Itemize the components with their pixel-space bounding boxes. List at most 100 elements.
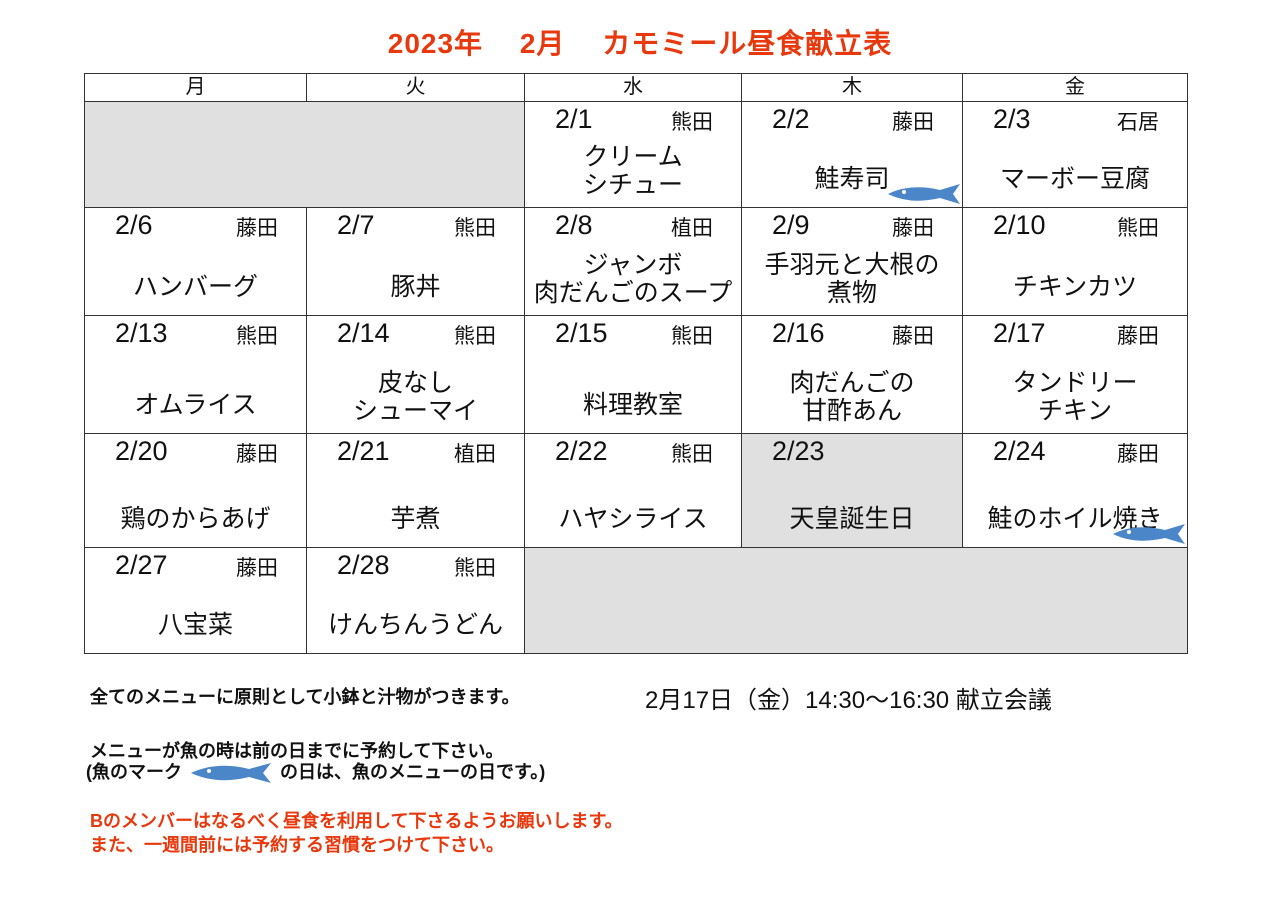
day-date: 2/9	[772, 210, 810, 240]
dish-line: 八宝菜	[157, 611, 233, 639]
dish-line: 鶏のからあげ	[120, 505, 271, 533]
cook-name: 熊田	[454, 217, 496, 240]
dish-name: チキンカツ	[963, 273, 1187, 301]
dish-name: ハヤシライス	[525, 505, 741, 533]
cook-name: 藤田	[1117, 325, 1159, 348]
empty-cell	[524, 547, 1188, 654]
dish-name: 豚丼	[307, 273, 524, 301]
note-request: Bのメンバーはなるべく昼食を利用して下さるようお願いします。	[90, 811, 623, 831]
day-date: 2/17	[993, 318, 1046, 348]
dish-name: 鮭寿司	[742, 165, 962, 193]
dish-name: タンドリー チキン	[963, 369, 1187, 425]
week-row: 2/13 熊田 オムライス 2/14 熊田 皮なし シューマイ 2/15 熊田 料理教室 2/16 藤…	[84, 315, 1188, 434]
day-date: 2/22	[555, 436, 608, 466]
cook-name: 藤田	[892, 325, 934, 348]
day-date: 2/6	[115, 210, 153, 240]
weekday-2: 水	[524, 73, 742, 102]
day-cell: 2/7 熊田 豚丼	[306, 207, 525, 316]
cook-name: 藤田	[892, 217, 934, 240]
note-fish-mark: (魚のマーク の日は、魚のメニューの日です。)	[86, 758, 545, 785]
day-cell: 2/17 藤田タンドリー チキン	[962, 315, 1188, 434]
day-cell: 2/15 熊田 料理教室	[524, 315, 742, 434]
week-row: 2/20 藤田 鶏のからあげ 2/21 植田 芋煮 2/22 熊田 ハヤシライス 2/23 天皇誕生…	[84, 433, 1188, 548]
day-cell: 2/21 植田 芋煮	[306, 433, 525, 548]
day-cell: 2/1 熊田クリーム シチュー	[524, 101, 742, 208]
dish-line: 肉だんごの	[789, 369, 915, 397]
cook-name: 藤田	[236, 557, 278, 580]
cook-name: 熊田	[236, 325, 278, 348]
day-date: 2/14	[337, 318, 390, 348]
day-date: 2/1	[555, 104, 593, 134]
cook-name: 熊田	[454, 325, 496, 348]
day-date: 2/27	[115, 550, 168, 580]
week-row: 2/1 熊田クリーム シチュー 2/2 藤田鮭寿司 2/3 石居 マーボー豆腐	[84, 101, 1188, 208]
dish-name: 芋煮	[307, 505, 524, 533]
page-title: 2023年 2月 カモミール昼食献立表	[0, 22, 1280, 62]
cook-name: 植田	[671, 217, 713, 240]
day-cell: 2/23 天皇誕生日	[741, 433, 963, 548]
cook-name: 藤田	[892, 111, 934, 134]
cook-name: 熊田	[671, 111, 713, 134]
dish-line: 手羽元と大根の	[764, 251, 940, 279]
empty-cell	[84, 101, 525, 208]
cook-name: 藤田	[236, 217, 278, 240]
day-cell: 2/10 熊田 チキンカツ	[962, 207, 1188, 316]
day-date: 2/8	[555, 210, 593, 240]
dish-line: 煮物	[826, 279, 877, 307]
note-fish-reservation: メニューが魚の時は前の日までに予約して下さい。	[90, 741, 504, 761]
note-habit: また、一週間前には予約する習慣をつけて下さい。	[90, 835, 504, 855]
dish-name: ジャンボ 肉だんごのスープ	[525, 251, 741, 307]
title-month: 2月	[519, 28, 566, 59]
dish-line: シチュー	[582, 171, 683, 199]
dish-name: クリーム シチュー	[525, 143, 741, 199]
day-date: 2/15	[555, 318, 608, 348]
day-date: 2/3	[993, 104, 1031, 134]
dish-line: ハヤシライス	[558, 505, 708, 533]
day-cell: 2/27 藤田八宝菜	[84, 547, 307, 654]
dish-line: 芋煮	[390, 505, 441, 533]
dish-line: 料理教室	[582, 391, 683, 419]
menu-calendar: 月火水木金 2/1 熊田 クリーム シチュー 2/2 藤田 鮭寿司 2/3 石居 マーボー豆腐 2/…	[84, 73, 1188, 654]
week-row: 2/27 藤田 八宝菜 2/28 熊田 けんちんうどん	[84, 547, 1188, 654]
dish-line: 甘酢あん	[801, 397, 902, 425]
day-date: 2/23	[772, 436, 825, 466]
cook-name: 植田	[454, 443, 496, 466]
weekday-3: 木	[741, 73, 963, 102]
day-date: 2/16	[772, 318, 825, 348]
note-side-dishes: 全てのメニューに原則として小鉢と汁物がつきます。	[90, 687, 520, 707]
weekday-header: 月火水木金	[84, 73, 1188, 102]
dish-line: チキンカツ	[1012, 273, 1138, 301]
dish-name: 八宝菜	[85, 611, 306, 639]
day-date: 2/24	[993, 436, 1046, 466]
dish-line: 豚丼	[390, 273, 441, 301]
day-cell: 2/6 藤田ハンバーグ	[84, 207, 307, 316]
dish-line: 皮なし	[377, 369, 453, 397]
day-date: 2/13	[115, 318, 168, 348]
day-cell: 2/3 石居 マーボー豆腐	[962, 101, 1188, 208]
dish-line: ジャンボ	[583, 251, 683, 279]
dish-line: チキン	[1037, 397, 1113, 425]
day-cell: 2/13 熊田 オムライス	[84, 315, 307, 434]
cook-name: 藤田	[1117, 443, 1159, 466]
day-cell: 2/8 植田ジャンボ 肉だんごのスープ	[524, 207, 742, 316]
title-name: カモミール昼食献立表	[602, 28, 893, 59]
day-date: 2/20	[115, 436, 168, 466]
dish-name: マーボー豆腐	[963, 165, 1187, 193]
dish-name: 鶏のからあげ	[85, 505, 306, 533]
cook-name: 藤田	[236, 443, 278, 466]
dish-name: けんちんうどん	[307, 611, 524, 639]
day-cell: 2/22 熊田 ハヤシライス	[524, 433, 742, 548]
dish-name: 天皇誕生日	[742, 505, 962, 533]
dish-line: ハンバーグ	[132, 273, 258, 301]
day-cell: 2/2 藤田鮭寿司	[741, 101, 963, 208]
meeting-notice: 2月17日（金）14:30～16:30 献立会議	[645, 687, 1052, 714]
fish-icon	[888, 184, 960, 204]
day-cell: 2/9 藤田手羽元と大根の 煮物	[741, 207, 963, 316]
day-cell: 2/16 藤田肉だんごの 甘酢あん	[741, 315, 963, 434]
weekday-4: 金	[962, 73, 1188, 102]
dish-line: 天皇誕生日	[789, 505, 915, 533]
dish-line: タンドリー	[1012, 369, 1138, 397]
dish-name: 料理教室	[525, 391, 741, 419]
day-date: 2/2	[772, 104, 810, 134]
note-fish-mark-b: の日は、魚のメニューの日です。)	[280, 762, 546, 782]
